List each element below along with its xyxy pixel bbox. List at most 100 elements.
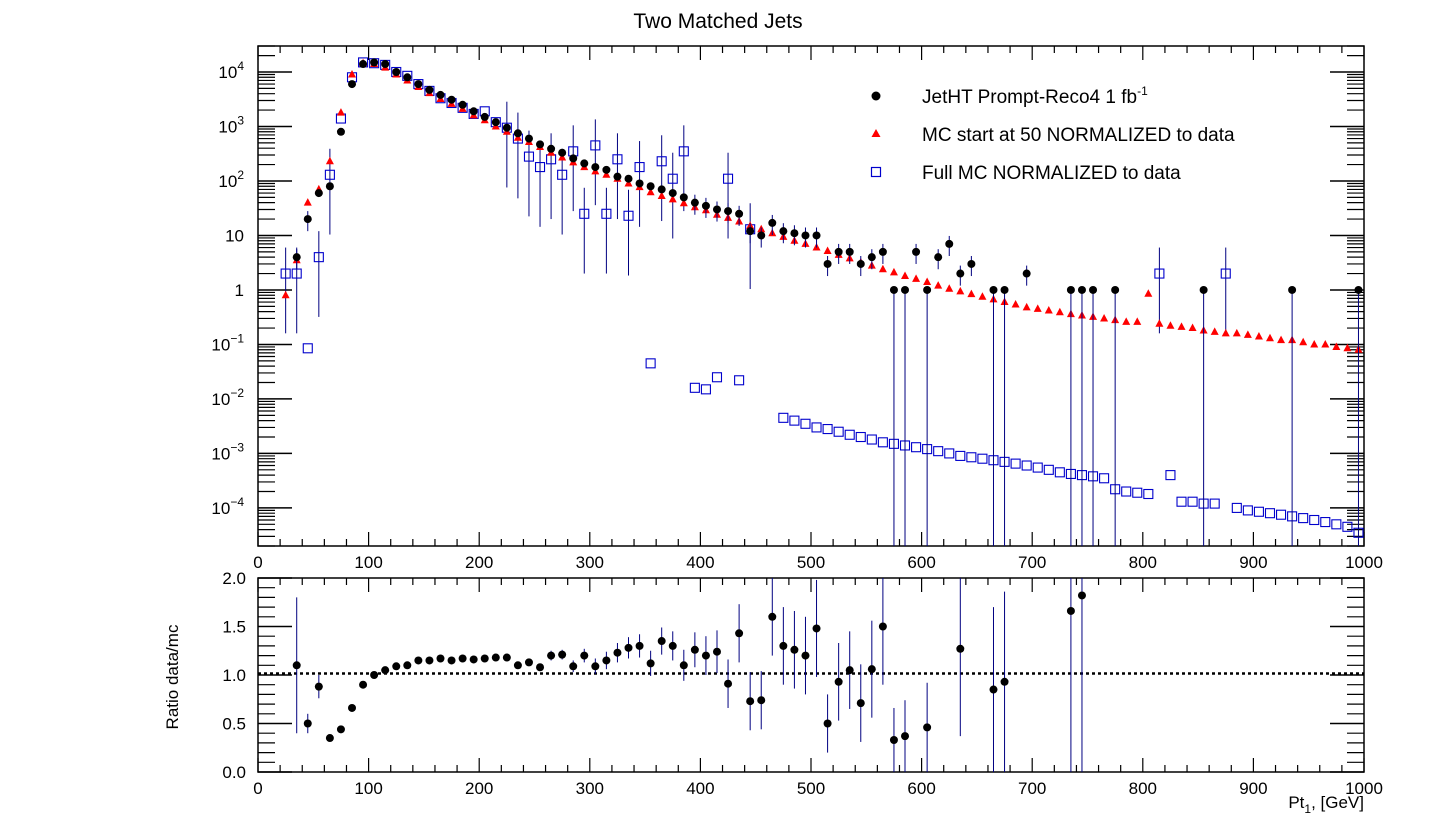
data-point xyxy=(1354,285,1363,294)
ratio-point xyxy=(823,719,832,728)
fullmc-point xyxy=(590,140,601,151)
ratio-point xyxy=(856,699,865,708)
data-point xyxy=(701,201,710,210)
fullmc-point xyxy=(911,442,922,453)
ratio-point xyxy=(712,647,721,656)
main-x-tick-label: 0 xyxy=(253,553,262,572)
main-x-tick-label: 400 xyxy=(686,553,714,572)
data-point xyxy=(934,253,943,262)
ratio-series xyxy=(292,578,1086,772)
mc50-point xyxy=(679,198,688,207)
main-y-tick-label: 104 xyxy=(218,59,244,82)
ratio-point xyxy=(746,697,755,706)
mc50-point xyxy=(1265,333,1274,342)
mc50-point xyxy=(303,198,312,206)
mc50-point xyxy=(1277,335,1286,344)
ratio-y-label: Ratio data/mc xyxy=(163,624,182,729)
mc50-point xyxy=(1144,289,1153,297)
data-point xyxy=(834,247,843,256)
ratio-point xyxy=(679,661,688,670)
data-point xyxy=(1022,269,1031,278)
mc50-point xyxy=(336,108,345,116)
ratio-point xyxy=(1066,606,1075,615)
ratio-x-tick-label: 1000 xyxy=(1345,779,1383,798)
ratio-x-tick-label: 400 xyxy=(686,779,714,798)
data-point xyxy=(901,285,910,294)
mc50-point xyxy=(1022,302,1031,311)
data-point xyxy=(359,60,368,69)
ratio-point xyxy=(812,624,821,633)
ratio-point xyxy=(469,655,478,664)
mc50-point xyxy=(281,290,290,299)
mc50-point xyxy=(1210,327,1219,335)
mc50-point xyxy=(1177,322,1186,330)
main-x-tick-label: 100 xyxy=(354,553,382,572)
fullmc-point xyxy=(833,426,844,437)
ratio-point xyxy=(690,645,699,654)
fullmc-point xyxy=(866,434,877,445)
data-point xyxy=(480,112,489,121)
data-point xyxy=(690,198,699,207)
data-point xyxy=(1000,285,1009,294)
ratio-x-tick-label: 800 xyxy=(1129,779,1157,798)
fullmc-point xyxy=(645,358,656,369)
ratio-point xyxy=(580,651,589,660)
data-point xyxy=(458,100,467,109)
legend-label-mc50: MC start at 50 NORMALIZED to data xyxy=(922,125,1235,146)
fullmc-point xyxy=(1276,509,1287,520)
fullmc-point xyxy=(324,169,335,180)
data-point xyxy=(878,247,887,256)
ratio-point xyxy=(701,651,710,660)
data-point xyxy=(303,215,312,224)
main-x-tick-label: 1000 xyxy=(1345,553,1383,572)
data-point xyxy=(624,174,633,183)
legend-marker-fullmc xyxy=(870,166,882,178)
ratio-point xyxy=(801,651,810,660)
mc50-point xyxy=(1155,319,1164,327)
ratio-point xyxy=(348,703,357,712)
fullmc-point xyxy=(1143,488,1154,500)
main-x-tick-label: 600 xyxy=(907,553,935,572)
fullmc-point xyxy=(1010,458,1021,469)
data-point xyxy=(657,185,666,194)
ratio-point xyxy=(436,654,445,663)
fullmc-point xyxy=(523,151,535,162)
mc50-point xyxy=(878,264,887,273)
ratio-point xyxy=(790,645,799,654)
data-point xyxy=(812,231,821,240)
fullmc-point xyxy=(955,450,966,461)
data-point xyxy=(735,209,744,218)
mc50-point xyxy=(1033,304,1042,312)
ratio-point xyxy=(336,725,345,734)
ratio-point xyxy=(292,661,301,670)
ratio-point xyxy=(458,654,467,663)
ratio-point xyxy=(392,662,401,671)
data-point xyxy=(524,134,533,143)
data-point xyxy=(314,189,323,198)
ratio-point xyxy=(425,656,434,665)
ratio-point xyxy=(370,671,379,679)
legend: JetHT Prompt-Reco4 1 fb-1 MC start at 50… xyxy=(870,84,1235,184)
fullmc-point xyxy=(579,208,590,219)
mc50-point xyxy=(1055,307,1064,316)
data-point xyxy=(513,129,522,138)
data-point xyxy=(569,154,578,163)
fullmc-point xyxy=(1054,467,1065,478)
fullmc-point xyxy=(534,162,546,173)
ratio-point xyxy=(1000,677,1009,686)
fullmc-point xyxy=(1032,462,1043,473)
main-x-tick-label: 500 xyxy=(797,553,825,572)
main-y-tick-label: 10−2 xyxy=(211,386,244,409)
mc50-point xyxy=(1254,331,1263,340)
ratio-point xyxy=(381,666,390,675)
ratio-point xyxy=(668,641,677,650)
fullmc-point xyxy=(1176,496,1187,507)
data-point xyxy=(867,253,876,262)
ratio-point xyxy=(889,735,898,744)
mc50-point xyxy=(646,187,655,196)
fullmc-point xyxy=(557,169,568,180)
ratio-point xyxy=(779,641,788,650)
data-point xyxy=(392,67,401,76)
